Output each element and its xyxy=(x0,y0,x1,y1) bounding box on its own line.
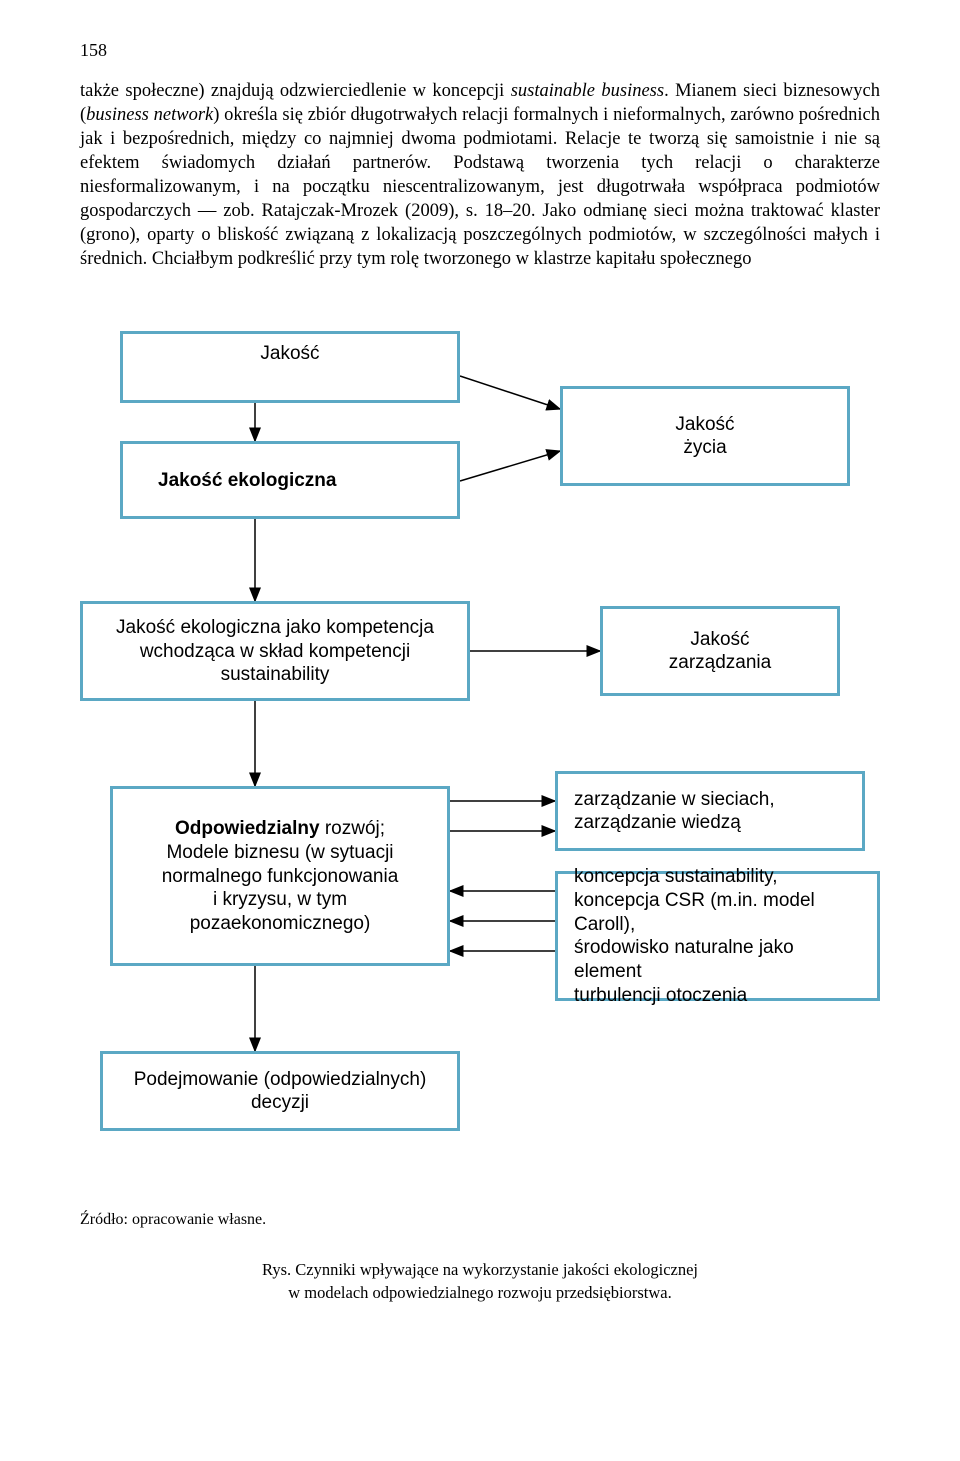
diagram-node-n1: Jakość xyxy=(120,331,460,403)
diagram-node-n9: Podejmowanie (odpowiedzialnych)decyzji xyxy=(100,1051,460,1131)
diagram-node-n7: zarządzanie w sieciach,zarządzanie wiedz… xyxy=(555,771,865,851)
diagram-node-n4: Jakość ekologiczna jako kompetencjawchod… xyxy=(80,601,470,701)
source-note: Źródło: opracowanie własne. xyxy=(80,1211,880,1229)
diagram-node-n8: koncepcja sustainability,koncepcja CSR (… xyxy=(555,871,880,1001)
caption-line2: w modelach odpowiedzialnego rozwoju prze… xyxy=(288,1283,672,1302)
diagram-node-n5: Jakośćzarządzania xyxy=(600,606,840,696)
page-number: 158 xyxy=(80,40,880,61)
diagram-node-n6: Odpowiedzialny rozwój;Modele biznesu (w … xyxy=(110,786,450,966)
flowchart-diagram: Jakość Jakość ekologiczna Jakośćżycia Jakoś… xyxy=(80,331,880,1181)
paragraph-text: także społeczne) znajdują odzwierciedlen… xyxy=(80,79,880,271)
caption-line1: Rys. Czynniki wpływające na wykorzystani… xyxy=(262,1260,698,1279)
figure-caption: Rys. Czynniki wpływające na wykorzystani… xyxy=(80,1259,880,1304)
diagram-node-n3: Jakośćżycia xyxy=(560,386,850,486)
diagram-node-n2: Jakość ekologiczna xyxy=(120,441,460,519)
